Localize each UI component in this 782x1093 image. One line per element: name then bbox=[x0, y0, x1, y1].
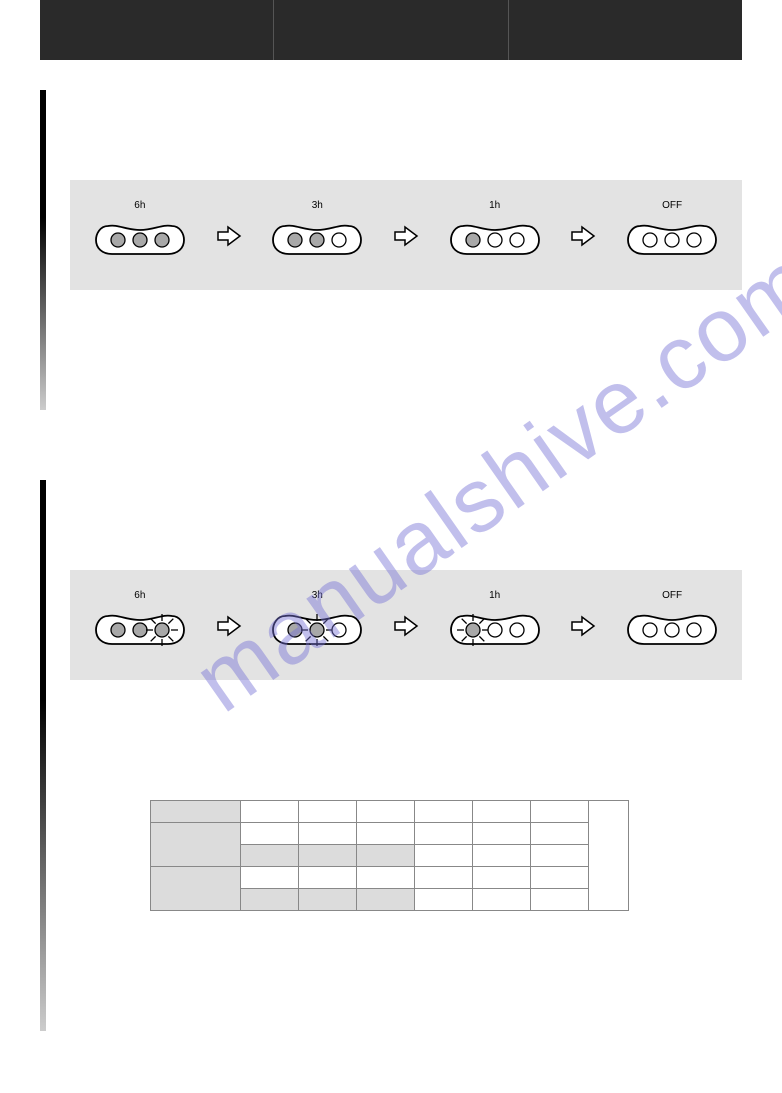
timer-state: 6h bbox=[90, 200, 190, 260]
section-2: 6h 3h 1h OFF bbox=[40, 480, 742, 1031]
pod-icon bbox=[267, 606, 367, 650]
table-cell bbox=[241, 867, 299, 889]
table-cell bbox=[415, 867, 473, 889]
state-label: 3h bbox=[312, 200, 323, 212]
timer-state: 3h bbox=[267, 590, 367, 650]
pod-icon bbox=[267, 216, 367, 260]
state-label: 6h bbox=[134, 200, 145, 212]
table-cell bbox=[473, 823, 531, 845]
header-cell-1 bbox=[40, 0, 274, 60]
section-bar-1 bbox=[40, 90, 46, 410]
table-cell bbox=[357, 823, 415, 845]
section-bar-2 bbox=[40, 480, 46, 1031]
arrow-icon bbox=[216, 614, 242, 643]
table-cell bbox=[473, 889, 531, 911]
timer-state: OFF bbox=[622, 590, 722, 650]
timer-state: 1h bbox=[445, 200, 545, 260]
pod-icon bbox=[90, 216, 190, 260]
table-cell bbox=[357, 801, 415, 823]
pod-icon bbox=[90, 606, 190, 650]
table-cell bbox=[531, 845, 589, 867]
table-cell bbox=[531, 823, 589, 845]
table-cell bbox=[299, 867, 357, 889]
table-cell bbox=[357, 845, 415, 867]
table-cell bbox=[415, 845, 473, 867]
pod-icon bbox=[445, 216, 545, 260]
arrow-icon bbox=[393, 224, 419, 253]
arrow-icon bbox=[570, 224, 596, 253]
table-cell bbox=[241, 845, 299, 867]
table-cell bbox=[473, 867, 531, 889]
diagram-box-1: 6h 3h 1h OFF bbox=[70, 180, 742, 290]
table-cell bbox=[473, 801, 531, 823]
arrow-icon bbox=[216, 224, 242, 253]
section-1: 6h 3h 1h OFF bbox=[40, 90, 742, 410]
arrow-icon bbox=[570, 614, 596, 643]
table-cell bbox=[299, 801, 357, 823]
table-cell bbox=[299, 823, 357, 845]
table-cell bbox=[531, 801, 589, 823]
table-cell bbox=[241, 823, 299, 845]
table-cell bbox=[151, 801, 241, 823]
timer-state: 6h bbox=[90, 590, 190, 650]
table-cell bbox=[415, 801, 473, 823]
table-cell bbox=[531, 889, 589, 911]
pod-icon bbox=[445, 606, 545, 650]
state-label: 6h bbox=[134, 590, 145, 602]
table-cell bbox=[473, 845, 531, 867]
table-cell bbox=[531, 867, 589, 889]
data-table bbox=[150, 800, 742, 911]
table-cell bbox=[589, 801, 629, 911]
diagram-box-2: 6h 3h 1h OFF bbox=[70, 570, 742, 680]
table-cell bbox=[415, 823, 473, 845]
state-label: 1h bbox=[489, 590, 500, 602]
timer-state: 3h bbox=[267, 200, 367, 260]
arrow-icon bbox=[393, 614, 419, 643]
state-label: OFF bbox=[662, 200, 682, 212]
table-cell bbox=[299, 845, 357, 867]
state-label: OFF bbox=[662, 590, 682, 602]
timer-state: OFF bbox=[622, 200, 722, 260]
state-label: 3h bbox=[312, 590, 323, 602]
table-cell bbox=[151, 823, 241, 867]
table-cell bbox=[299, 889, 357, 911]
table-cell bbox=[241, 889, 299, 911]
state-label: 1h bbox=[489, 200, 500, 212]
header-cell-3 bbox=[509, 0, 742, 60]
header-bar bbox=[40, 0, 742, 60]
table-cell bbox=[357, 889, 415, 911]
table-cell bbox=[241, 801, 299, 823]
header-cell-2 bbox=[274, 0, 508, 60]
table-cell bbox=[357, 867, 415, 889]
pod-icon bbox=[622, 216, 722, 260]
timer-state: 1h bbox=[445, 590, 545, 650]
table-cell bbox=[151, 867, 241, 911]
pod-icon bbox=[622, 606, 722, 650]
table-cell bbox=[415, 889, 473, 911]
